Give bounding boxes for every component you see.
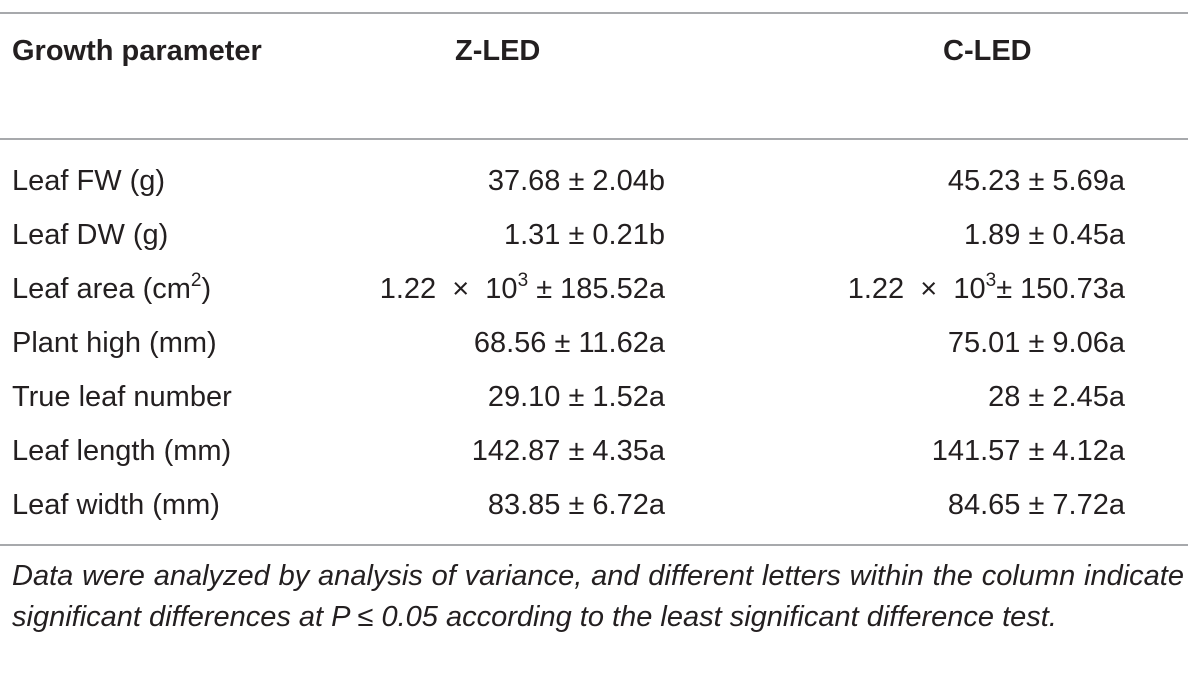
row-label: Leaf length (mm) xyxy=(12,435,232,467)
table-row: Leaf FW (g) 37.68 ± 2.04b 45.23 ± 5.69a xyxy=(0,154,1188,208)
row-label: Plant high (mm) xyxy=(12,327,217,359)
row-label: True leaf number xyxy=(12,381,232,413)
c-led-value: 45.23 ± 5.69a xyxy=(947,165,1125,197)
c-led-value: 28 ± 2.45a xyxy=(988,381,1125,413)
header-z-led: Z-LED xyxy=(455,35,541,67)
c-led-value: 141.57 ± 4.12a xyxy=(931,435,1125,467)
header-c-led: C-LED xyxy=(943,35,1032,67)
table-top-rule xyxy=(0,12,1188,14)
table-row: Leaf width (mm) 83.85 ± 6.72a 84.65 ± 7.… xyxy=(0,478,1188,532)
table-bottom-rule xyxy=(0,544,1188,546)
table-row: Plant high (mm) 68.56 ± 11.62a 75.01 ± 9… xyxy=(0,316,1188,370)
row-label: Leaf width (mm) xyxy=(12,489,220,521)
c-led-value: 75.01 ± 9.06a xyxy=(947,327,1125,359)
header-growth-parameter: Growth parameter xyxy=(12,35,262,67)
z-led-value: 29.10 ± 1.52a xyxy=(487,381,665,413)
table-row: Leaf DW (g) 1.31 ± 0.21b 1.89 ± 0.45a xyxy=(0,208,1188,262)
table-row: Leaf length (mm) 142.87 ± 4.35a 141.57 ±… xyxy=(0,424,1188,478)
z-led-value: 37.68 ± 2.04b xyxy=(487,165,665,197)
row-label: Leaf DW (g) xyxy=(12,219,169,251)
c-led-value: 84.65 ± 7.72a xyxy=(947,489,1125,521)
z-led-value: 1.31 ± 0.21b xyxy=(503,219,665,251)
table-header-rule xyxy=(0,138,1188,140)
c-led-value: 1.22 × 103± 150.73a xyxy=(847,270,1125,305)
z-led-value: 142.87 ± 4.35a xyxy=(471,435,665,467)
table-footnote: Data were analyzed by analysis of varian… xyxy=(12,560,1184,633)
row-label: Leaf FW (g) xyxy=(12,165,166,197)
z-led-value: 83.85 ± 6.72a xyxy=(487,489,665,521)
table-row: True leaf number 29.10 ± 1.52a 28 ± 2.45… xyxy=(0,370,1188,424)
z-led-value: 68.56 ± 11.62a xyxy=(473,327,665,359)
table-row: Leaf area (cm2) 1.22 × 103 ± 185.52a 1.2… xyxy=(0,262,1188,316)
row-label: Leaf area (cm2) xyxy=(12,270,212,305)
c-led-value: 1.89 ± 0.45a xyxy=(963,219,1125,251)
z-led-value: 1.22 × 103 ± 185.52a xyxy=(379,270,665,305)
